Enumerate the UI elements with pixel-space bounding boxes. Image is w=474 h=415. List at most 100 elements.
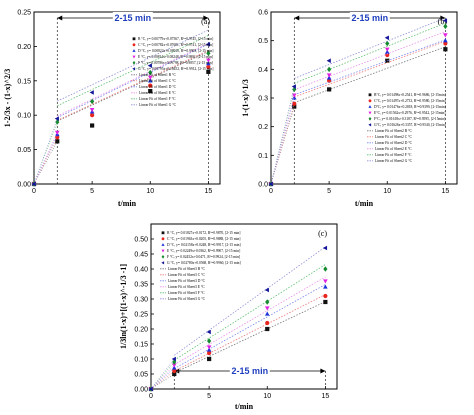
- data-point: [206, 345, 212, 350]
- data-point: [443, 38, 448, 43]
- connector-line: [150, 361, 175, 390]
- chart-panel-b: 0 5 10 15 0.0 0.1 0.2 0.3 0.4 0.5 0.6 t/min 1-(1-x)^…: [241, 10, 458, 208]
- range-arrow-right-head: [440, 15, 446, 21]
- x-tick-label: 0: [32, 188, 36, 195]
- data-point: [327, 66, 332, 73]
- data-point: [442, 18, 448, 23]
- y-tick-label: 0.25: [17, 10, 31, 17]
- legend-marker: [161, 249, 165, 253]
- connector-line: [150, 373, 175, 390]
- legend-entry: F °C, y= 0.02452x+0.0471, R²=0.9924, [2-…: [167, 255, 240, 260]
- legend-fit-entry: Linear Fit of Sheet3 E °C: [168, 285, 205, 289]
- data-point: [148, 69, 153, 76]
- legend-fit-entry: Linear Fit of Sheet2 E °C: [375, 147, 412, 151]
- data-point: [147, 63, 152, 68]
- data-point: [291, 93, 297, 98]
- y-tick-label: 0.2: [258, 124, 268, 131]
- legend-entry: E °C, y= 0.00814x+0.08248, R²=0.9881, [2…: [138, 55, 213, 60]
- legend-entry: F °C, y= 0.00786x+0.09798, R²=0.9857, [2…: [138, 61, 213, 66]
- data-point: [171, 365, 177, 370]
- legend: B°C, y= 0.01498x+0.2541, R²=0.9686, [2-1…: [367, 93, 446, 163]
- data-point: [89, 108, 95, 113]
- range-arrow-left-head: [174, 368, 180, 374]
- y-tick-label: 0.35: [134, 282, 148, 289]
- data-point: [323, 279, 328, 284]
- y-tick-label: 0.30: [134, 297, 148, 304]
- legend-entry: G °C, y= 0.02780x+0.0568, R²=0.9960, [2-…: [167, 261, 241, 266]
- data-point: [292, 104, 297, 109]
- data-point: [54, 116, 59, 121]
- fit-line: [294, 17, 446, 79]
- legend-marker: [368, 123, 372, 127]
- connector-line: [150, 370, 175, 390]
- range-label-bg: [349, 12, 390, 23]
- panel-label: (a): [201, 17, 210, 26]
- legend-entry: D°C, y= 0.01476x+0.2818, R²=0.9399, [2-1…: [374, 105, 446, 110]
- data-point: [207, 356, 212, 362]
- legend-entry: B °C, y= 0.00779x+0.07567, R²=0.9745, [2…: [138, 37, 213, 42]
- data-point: [89, 90, 94, 95]
- x-tick-label: 10: [263, 393, 271, 400]
- x-tick-label: 0: [149, 393, 153, 400]
- y-tick-label: 0.20: [17, 44, 31, 51]
- y-tick-label: 0.1: [258, 153, 268, 160]
- data-point: [55, 119, 60, 125]
- legend-fit-entry: Linear Fit of Sheet3 B °C: [168, 267, 205, 271]
- data-point: [148, 83, 153, 88]
- data-point: [326, 73, 332, 78]
- range-arrow-left-head: [294, 15, 300, 21]
- legend-entry: C °C, y= 0.00782x+0.07681, R²=0.9741, [2…: [138, 43, 213, 48]
- legend-entry: C°C, y= 0.01497x+0.2733, R²=0.9580, [2-1…: [374, 99, 446, 104]
- y-tick-label: 0.5: [258, 38, 268, 45]
- y-axis-label: 1/3ln(1-x)+[(1-x)^-1/3 -1]: [119, 264, 128, 349]
- panel-label: (c): [318, 229, 327, 238]
- data-point: [323, 266, 328, 272]
- legend-entry: F°C, y= 0.01618x+0.3187, R²=0.9595, [2-1…: [374, 117, 445, 122]
- y-tick-label: 0.15: [134, 342, 148, 349]
- data-point: [148, 89, 153, 94]
- y-tick-label: 0.15: [17, 78, 31, 85]
- legend-marker: [368, 93, 372, 97]
- y-tick-label: 0.20: [134, 327, 148, 334]
- data-point: [385, 52, 390, 58]
- legend-fit-entry: Linear Fit of Sheet2 G °C: [375, 159, 413, 163]
- legend-marker: [161, 243, 165, 246]
- connector-line: [150, 364, 175, 390]
- legend: B °C, y= 0.00779x+0.07567, R²=0.9745, [2…: [131, 37, 213, 107]
- data-point: [322, 245, 328, 251]
- fit-line: [57, 29, 209, 102]
- legend-entry: D °C, y= 0.02158x+0.0248, R²=0.9917, [2-…: [167, 243, 241, 248]
- fit-line: [174, 284, 326, 369]
- legend-entry: B °C, y= 0.01827x+0.0172, R²=0.9870, [2-…: [167, 231, 240, 236]
- legend-entry: D °C, y= 0.00822x+0.08010, R²=0.9903, [2…: [138, 49, 213, 54]
- connector-line: [270, 106, 295, 185]
- range-label: 2-15 min: [232, 366, 269, 376]
- y-tick-label: 0.0: [258, 182, 268, 189]
- data-point: [323, 293, 328, 299]
- range-arrow-right-head: [203, 15, 209, 21]
- data-point: [172, 371, 177, 377]
- data-point: [171, 356, 176, 362]
- data-point: [206, 69, 211, 74]
- data-point: [90, 123, 95, 128]
- data-point: [206, 58, 211, 63]
- legend-entry: G°C, y= 0.01626x+0.3357, R²=0.9540, [2-1…: [374, 123, 446, 128]
- x-tick-label: 10: [146, 188, 154, 195]
- y-tick-label: 0.25: [134, 312, 148, 319]
- data-point: [147, 75, 153, 80]
- fit-line: [174, 301, 326, 374]
- data-point: [264, 287, 269, 293]
- connector-line: [270, 89, 295, 185]
- y-tick-label: 0.05: [134, 372, 148, 379]
- data-point: [206, 347, 212, 352]
- data-point: [264, 311, 270, 316]
- data-point: [291, 84, 296, 89]
- connector-line: [150, 358, 175, 390]
- x-axis-label: t/min: [235, 402, 254, 411]
- range-label: 2-15 min: [115, 13, 152, 23]
- fit-line: [57, 51, 209, 122]
- data-point: [90, 98, 95, 105]
- data-point: [292, 101, 297, 106]
- connector-line: [150, 367, 175, 390]
- panel-label: (b): [438, 17, 448, 26]
